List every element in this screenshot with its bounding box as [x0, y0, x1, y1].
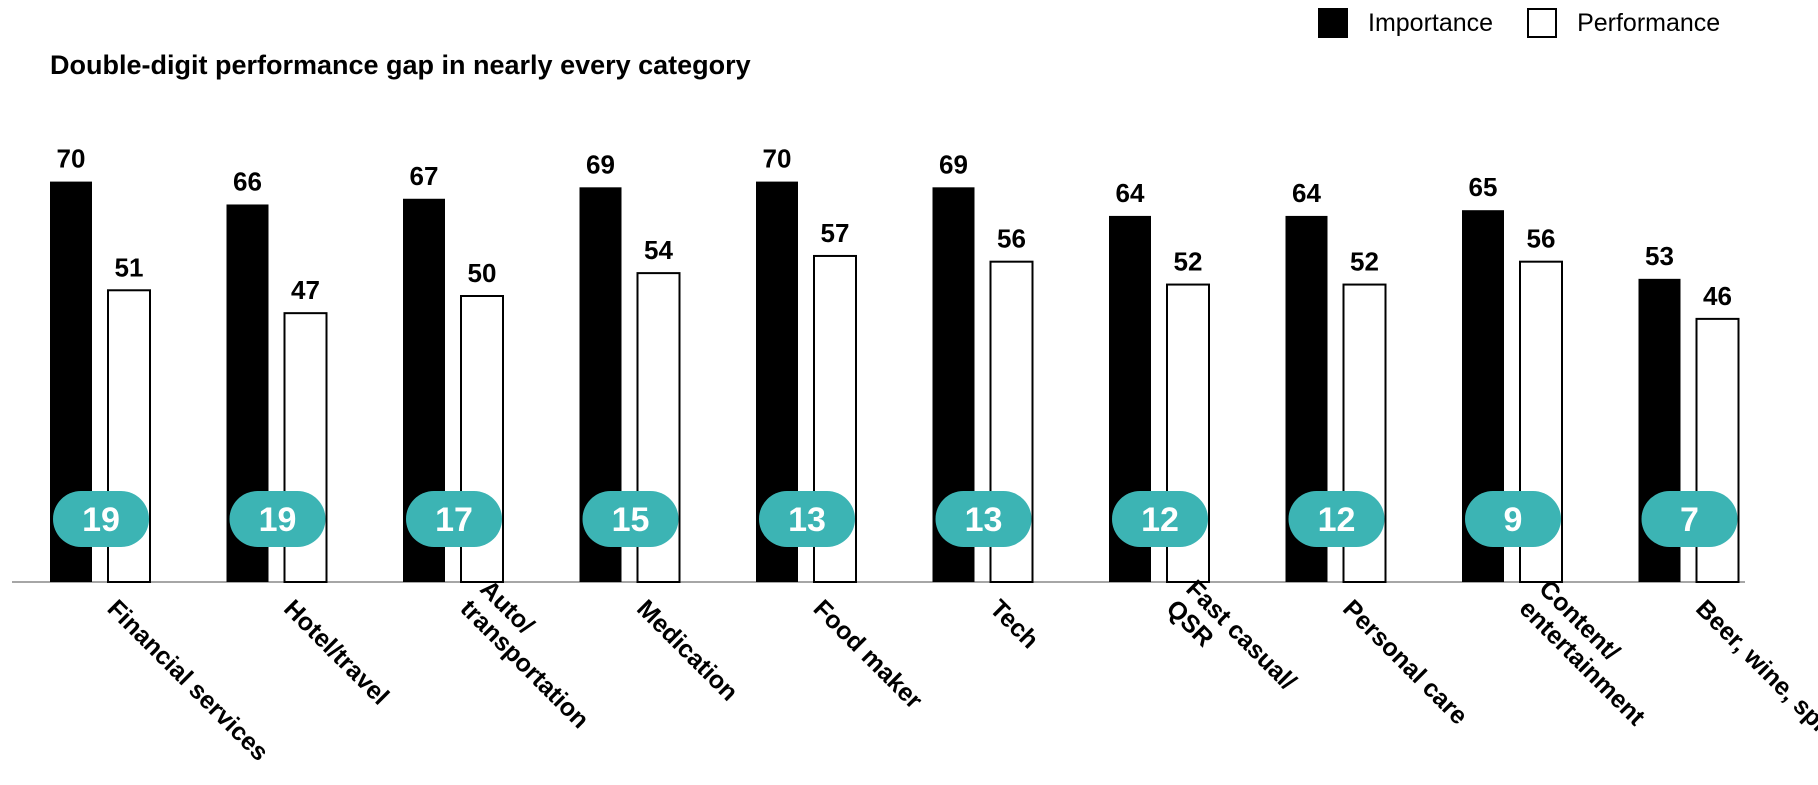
- gap-value-auto-transportation: 17: [435, 501, 473, 539]
- gap-value-tech: 13: [965, 501, 1003, 539]
- data-label-importance-personal-care: 64: [1292, 178, 1321, 208]
- gap-badge-personal-care: [1288, 491, 1385, 547]
- data-label-performance-medication: 54: [644, 235, 673, 265]
- data-label-performance-tech: 56: [997, 224, 1026, 254]
- data-label-performance-food-maker: 57: [821, 218, 850, 248]
- gap-badge-beer-wine-spirits: [1641, 491, 1738, 547]
- data-label-importance-auto-transportation: 67: [410, 161, 439, 191]
- gap-badge-tech: [935, 491, 1032, 547]
- legend-label-importance: Importance: [1368, 8, 1494, 37]
- category-label-tech: Tech: [984, 594, 1044, 654]
- gap-badge-content-entertainment: [1465, 491, 1561, 547]
- category-label-line: Food maker: [808, 594, 928, 714]
- legend-swatch-performance: [1527, 8, 1558, 38]
- category-label-line: Personal care: [1337, 594, 1473, 730]
- gap-value-content-entertainment: 9: [1504, 501, 1523, 539]
- data-label-performance-content-entertainment: 56: [1527, 224, 1556, 254]
- gap-badge-auto-transportation: [406, 491, 502, 547]
- gap-badge-food-maker: [759, 491, 855, 547]
- category-label-content-entertainment: Content/entertainment: [1514, 575, 1671, 732]
- category-label-financial-services: Financial services: [102, 594, 274, 766]
- legend-item-performance: Performance: [1527, 8, 1720, 38]
- legend-item-importance: Importance: [1318, 8, 1493, 38]
- data-label-importance-food-maker: 70: [763, 144, 792, 174]
- chart-title: Double-digit performance gap in nearly e…: [50, 50, 751, 80]
- gap-badge-hotel-travel: [229, 491, 326, 547]
- category-label-beer-wine-spirits: Beer, wine, spirits: [1690, 594, 1818, 764]
- data-label-importance-content-entertainment: 65: [1469, 172, 1498, 202]
- data-label-importance-hotel-travel: 66: [233, 166, 262, 196]
- legend-swatch-importance: [1318, 8, 1348, 38]
- gap-value-beer-wine-spirits: 7: [1680, 501, 1699, 539]
- data-label-importance-beer-wine-spirits: 53: [1645, 241, 1674, 271]
- gap-value-personal-care: 12: [1318, 501, 1356, 539]
- category-label-auto-transportation: Auto/transportation: [455, 575, 614, 734]
- data-label-importance-tech: 69: [939, 149, 968, 179]
- category-label-line: Beer, wine, spirits: [1690, 594, 1818, 764]
- data-label-performance-hotel-travel: 47: [291, 275, 320, 305]
- data-label-importance-medication: 69: [586, 149, 615, 179]
- gap-badge-fast-casual-qsr: [1112, 491, 1208, 547]
- gap-value-hotel-travel: 19: [259, 501, 297, 539]
- category-label-personal-care: Personal care: [1337, 594, 1473, 730]
- legend: Importance Performance: [1318, 8, 1754, 38]
- category-label-food-maker: Food maker: [808, 594, 928, 714]
- category-label-line: Tech: [984, 594, 1044, 654]
- category-label-line: Financial services: [102, 594, 274, 766]
- category-label-hotel-travel: Hotel/travel: [278, 594, 394, 710]
- gap-value-financial-services: 19: [82, 501, 120, 539]
- gap-badge-financial-services: [53, 491, 149, 547]
- category-label-line: Medication: [631, 594, 743, 706]
- data-label-performance-auto-transportation: 50: [468, 258, 497, 288]
- data-label-importance-financial-services: 70: [57, 144, 86, 174]
- data-label-performance-financial-services: 51: [115, 252, 144, 282]
- gap-value-medication: 15: [612, 501, 650, 539]
- category-label-line: Hotel/travel: [278, 594, 394, 710]
- legend-label-performance: Performance: [1577, 8, 1721, 37]
- data-label-performance-beer-wine-spirits: 46: [1703, 281, 1732, 311]
- data-label-importance-fast-casual-qsr: 64: [1116, 178, 1145, 208]
- gap-badge-medication: [582, 491, 679, 547]
- gap-value-food-maker: 13: [788, 501, 826, 539]
- gap-value-fast-casual-qsr: 12: [1141, 501, 1179, 539]
- data-label-performance-fast-casual-qsr: 52: [1174, 247, 1203, 277]
- category-label-fast-casual-qsr: Fast casual/QSR: [1161, 575, 1302, 716]
- data-label-performance-personal-care: 52: [1350, 247, 1379, 277]
- category-label-medication: Medication: [631, 594, 743, 706]
